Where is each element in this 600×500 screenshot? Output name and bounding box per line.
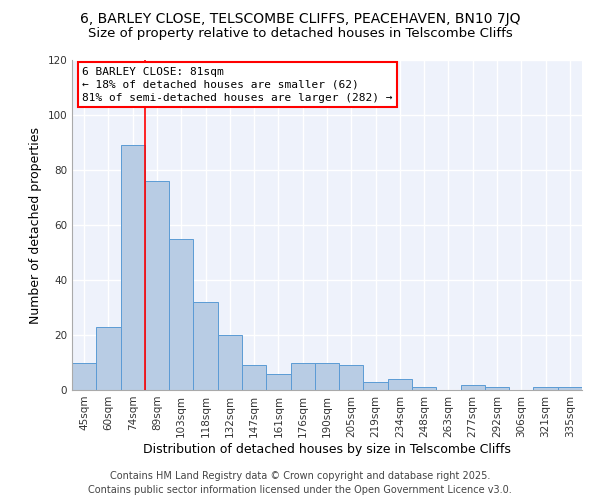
Bar [169, 239, 193, 390]
Bar [290, 362, 315, 390]
Bar [485, 387, 509, 390]
Text: 6, BARLEY CLOSE, TELSCOMBE CLIFFS, PEACEHAVEN, BN10 7JQ: 6, BARLEY CLOSE, TELSCOMBE CLIFFS, PEACE… [80, 12, 520, 26]
Bar [315, 362, 339, 390]
Bar [145, 181, 169, 390]
Bar [72, 362, 96, 390]
Text: Contains HM Land Registry data © Crown copyright and database right 2025.
Contai: Contains HM Land Registry data © Crown c… [88, 471, 512, 495]
X-axis label: Distribution of detached houses by size in Telscombe Cliffs: Distribution of detached houses by size … [143, 442, 511, 456]
Bar [339, 365, 364, 390]
Bar [412, 387, 436, 390]
Bar [533, 387, 558, 390]
Bar [96, 327, 121, 390]
Bar [388, 379, 412, 390]
Text: Size of property relative to detached houses in Telscombe Cliffs: Size of property relative to detached ho… [88, 28, 512, 40]
Bar [558, 387, 582, 390]
Text: 6 BARLEY CLOSE: 81sqm
← 18% of detached houses are smaller (62)
81% of semi-deta: 6 BARLEY CLOSE: 81sqm ← 18% of detached … [82, 66, 392, 103]
Bar [218, 335, 242, 390]
Bar [266, 374, 290, 390]
Bar [461, 384, 485, 390]
Bar [121, 145, 145, 390]
Bar [193, 302, 218, 390]
Y-axis label: Number of detached properties: Number of detached properties [29, 126, 42, 324]
Bar [242, 365, 266, 390]
Bar [364, 382, 388, 390]
